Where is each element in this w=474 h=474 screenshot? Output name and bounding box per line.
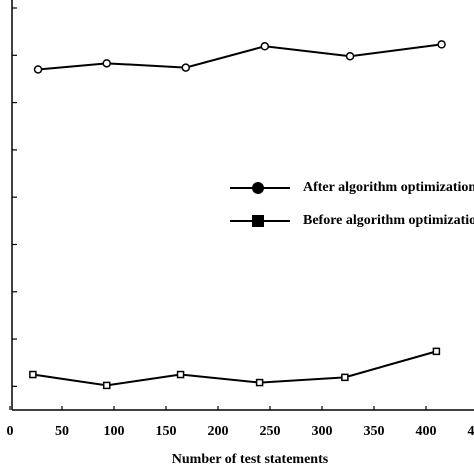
- point: [102, 59, 111, 68]
- x-axis-label: Number of test statements: [172, 452, 329, 467]
- legend-marker: [252, 215, 264, 227]
- point: [255, 378, 264, 387]
- x-tick-label: 100: [104, 424, 125, 439]
- x-tick-label: 200: [208, 424, 229, 439]
- x-tick-label: 0: [7, 424, 14, 439]
- x-tick-label: 450: [468, 424, 474, 439]
- point: [432, 347, 441, 356]
- x-tick-label: 400: [416, 424, 437, 439]
- x-tick-label: 250: [260, 424, 281, 439]
- point: [33, 65, 43, 74]
- point: [176, 370, 185, 379]
- point: [260, 42, 270, 51]
- point: [345, 51, 355, 61]
- point: [437, 40, 446, 49]
- legend-label: After algorithm optimization: [303, 180, 474, 195]
- legend-marker: [252, 182, 264, 194]
- series-line: [37, 43, 442, 71]
- x-tick-label: 350: [364, 424, 385, 439]
- x-tick-label: 150: [156, 424, 177, 439]
- point: [181, 63, 191, 72]
- point: [102, 381, 111, 390]
- x-tick-label: 50: [55, 424, 69, 439]
- x-tick-label: 300: [312, 424, 333, 439]
- point: [341, 373, 349, 382]
- legend-label: Before algorithm optimization: [303, 213, 474, 228]
- point: [29, 370, 37, 379]
- series-line: [32, 350, 437, 387]
